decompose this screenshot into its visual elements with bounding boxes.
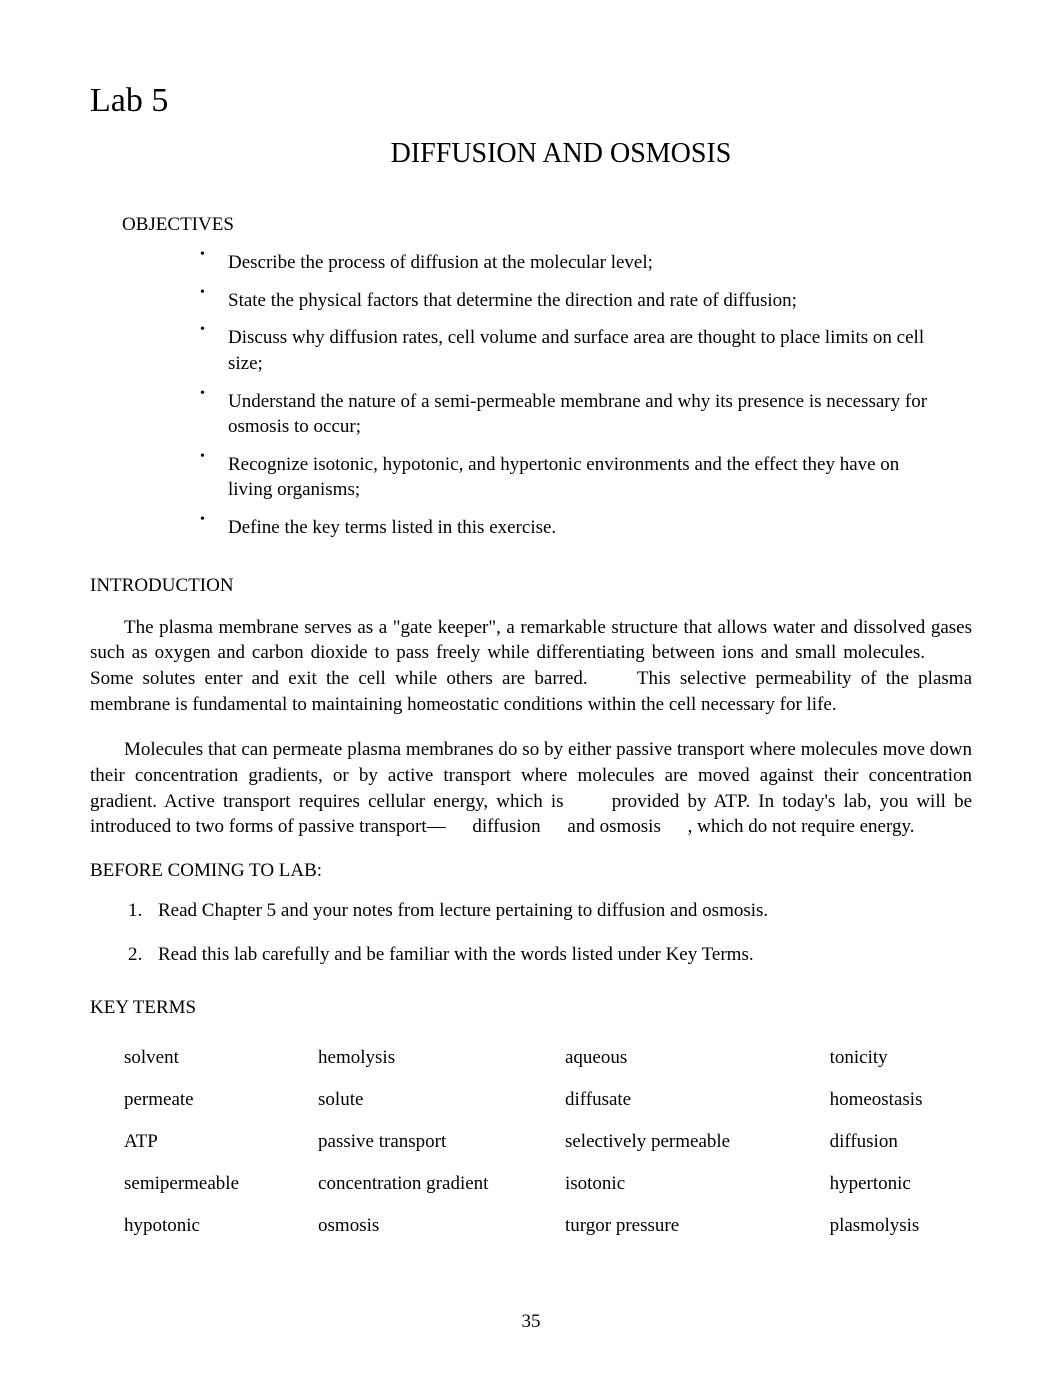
text: The plasma membrane serves as a "gate ke… [90,617,972,664]
table-cell: hemolysis [318,1037,565,1079]
text: osmosis [600,816,661,837]
table-cell: solute [318,1079,565,1121]
objectives-list: Describe the process of diffusion at the… [200,250,942,541]
table-row: solvent hemolysis aqueous tonicity [124,1037,1006,1079]
list-item: 1.Read Chapter 5 and your notes from lec… [128,898,972,924]
table-row: hypotonic osmosis turgor pressure plasmo… [124,1205,1006,1247]
table-cell: aqueous [565,1037,830,1079]
table-cell: diffusate [565,1079,830,1121]
key-terms-heading: KEY TERMS [90,997,972,1019]
table-cell: hypotonic [124,1205,318,1247]
table-cell: homeostasis [830,1079,1006,1121]
table-cell: turgor pressure [565,1205,830,1247]
text: Read Chapter 5 and your notes from lectu… [158,900,768,921]
table-cell: tonicity [830,1037,1006,1079]
main-title: DIFFUSION AND OSMOSIS [150,138,972,170]
before-lab-list: 1.Read Chapter 5 and your notes from lec… [128,898,972,967]
text: Read this lab carefully and be familiar … [158,944,754,965]
table-cell: solvent [124,1037,318,1079]
table-cell: osmosis [318,1205,565,1247]
introduction-heading: INTRODUCTION [90,575,972,597]
list-item: Describe the process of diffusion at the… [200,250,942,276]
lab-title: Lab 5 [90,82,972,120]
table-cell: isotonic [565,1163,830,1205]
text: Some solutes enter and exit the cell whi… [90,668,588,689]
table-cell: diffusion [830,1121,1006,1163]
page-number: 35 [0,1311,1062,1333]
text: diffusion [472,816,540,837]
intro-paragraph-2: Molecules that can permeate plasma membr… [90,737,972,840]
table-row: permeate solute diffusate homeostasis [124,1079,1006,1121]
list-item: State the physical factors that determin… [200,288,942,314]
list-item: Define the key terms listed in this exer… [200,515,942,541]
before-lab-heading: BEFORE COMING TO LAB: [90,860,972,882]
table-row: ATP passive transport selectively permea… [124,1121,1006,1163]
list-item: Recognize isotonic, hypotonic, and hyper… [200,452,942,503]
table-cell: passive transport [318,1121,565,1163]
table-cell: ATP [124,1121,318,1163]
text: and [567,816,594,837]
intro-paragraph-1: The plasma membrane serves as a "gate ke… [90,615,972,718]
text: , which do not require energy. [688,816,915,837]
table-row: semipermeable concentration gradient iso… [124,1163,1006,1205]
table-cell: concentration gradient [318,1163,565,1205]
table-cell: plasmolysis [830,1205,1006,1247]
table-cell: hypertonic [830,1163,1006,1205]
key-terms-table: solvent hemolysis aqueous tonicity perme… [124,1037,1006,1247]
list-item: Discuss why diffusion rates, cell volume… [200,325,942,376]
table-cell: selectively permeable [565,1121,830,1163]
list-item: Understand the nature of a semi-permeabl… [200,389,942,440]
list-item: 2.Read this lab carefully and be familia… [128,942,972,968]
table-cell: permeate [124,1079,318,1121]
table-cell: semipermeable [124,1163,318,1205]
objectives-heading: OBJECTIVES [122,214,972,236]
